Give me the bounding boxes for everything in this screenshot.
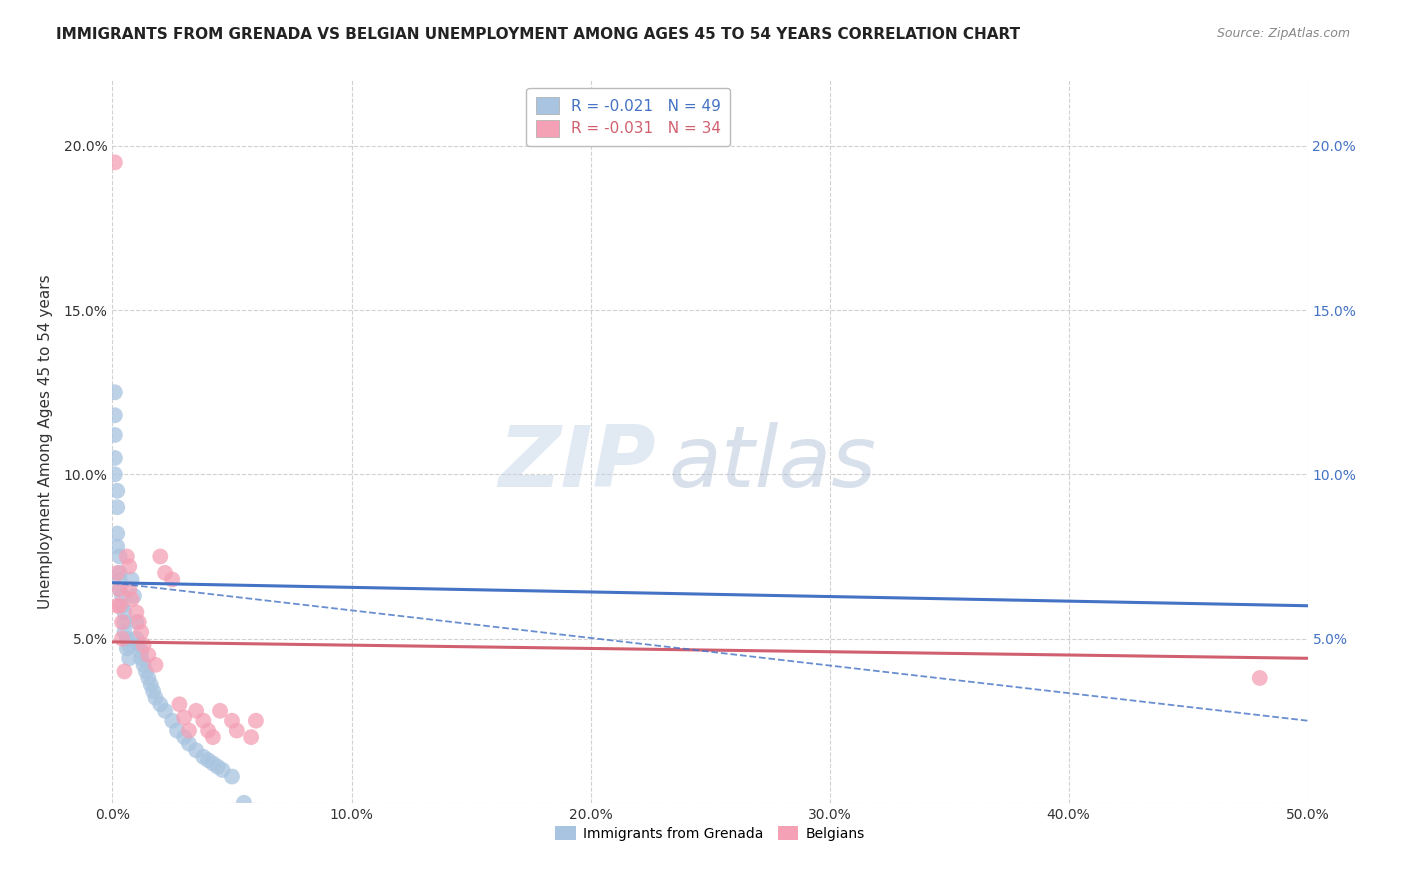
Point	[104, 409, 127, 423]
Point	[125, 605, 148, 619]
Point	[149, 549, 172, 564]
Point	[128, 638, 150, 652]
Point	[193, 749, 215, 764]
Point	[111, 589, 134, 603]
Point	[153, 704, 176, 718]
Point	[118, 638, 141, 652]
Point	[240, 730, 263, 744]
Point	[153, 566, 176, 580]
Point	[193, 714, 215, 728]
Point	[104, 155, 127, 169]
Point	[121, 592, 143, 607]
Point	[169, 698, 191, 712]
Point	[149, 698, 172, 712]
Point	[132, 638, 155, 652]
Point	[135, 665, 157, 679]
Point	[145, 690, 167, 705]
Point	[122, 589, 145, 603]
Point	[118, 559, 141, 574]
Point	[108, 566, 131, 580]
Point	[111, 632, 134, 646]
Point	[115, 549, 138, 564]
Point	[138, 648, 160, 662]
Point	[121, 573, 143, 587]
Point	[129, 651, 152, 665]
Point	[221, 714, 243, 728]
Point	[233, 796, 256, 810]
Point	[111, 599, 134, 613]
Y-axis label: Unemployment Among Ages 45 to 54 years: Unemployment Among Ages 45 to 54 years	[38, 274, 52, 609]
Point	[209, 704, 232, 718]
Point	[115, 641, 138, 656]
Point	[108, 549, 131, 564]
Legend: Immigrants from Grenada, Belgians: Immigrants from Grenada, Belgians	[550, 821, 870, 847]
Text: Source: ZipAtlas.com: Source: ZipAtlas.com	[1216, 27, 1350, 40]
Point	[162, 714, 183, 728]
Point	[245, 714, 267, 728]
Point	[129, 645, 152, 659]
Point	[173, 730, 195, 744]
Point	[173, 710, 195, 724]
Point	[105, 599, 128, 613]
Point	[104, 450, 127, 465]
Point	[128, 615, 150, 630]
Point	[125, 632, 148, 646]
Point	[177, 737, 200, 751]
Point	[105, 540, 128, 554]
Point	[145, 657, 167, 672]
Point	[114, 605, 135, 619]
Point	[1249, 671, 1271, 685]
Point	[114, 625, 135, 640]
Point	[108, 582, 131, 597]
Point	[115, 632, 138, 646]
Point	[105, 483, 128, 498]
Point	[104, 385, 127, 400]
Point	[111, 615, 134, 630]
Point	[104, 428, 127, 442]
Point	[129, 625, 152, 640]
Point	[197, 723, 219, 738]
Point	[105, 566, 128, 580]
Point	[139, 677, 162, 691]
Point	[142, 684, 165, 698]
Point	[207, 760, 229, 774]
Point	[221, 770, 243, 784]
Point	[201, 730, 224, 744]
Point	[108, 599, 131, 613]
Point	[186, 704, 208, 718]
Point	[105, 526, 128, 541]
Point	[132, 657, 155, 672]
Point	[114, 615, 135, 630]
Point	[125, 615, 148, 630]
Point	[108, 582, 131, 597]
Point	[108, 573, 131, 587]
Point	[197, 753, 219, 767]
Text: atlas: atlas	[668, 422, 876, 505]
Point	[177, 723, 200, 738]
Point	[114, 665, 135, 679]
Text: ZIP: ZIP	[499, 422, 657, 505]
Point	[118, 651, 141, 665]
Point	[118, 582, 141, 597]
Point	[162, 573, 183, 587]
Point	[166, 723, 188, 738]
Point	[201, 756, 224, 771]
Point	[225, 723, 247, 738]
Text: IMMIGRANTS FROM GRENADA VS BELGIAN UNEMPLOYMENT AMONG AGES 45 TO 54 YEARS CORREL: IMMIGRANTS FROM GRENADA VS BELGIAN UNEMP…	[56, 27, 1021, 42]
Point	[211, 763, 233, 777]
Point	[104, 467, 127, 482]
Point	[138, 671, 160, 685]
Point	[186, 743, 208, 757]
Point	[105, 500, 128, 515]
